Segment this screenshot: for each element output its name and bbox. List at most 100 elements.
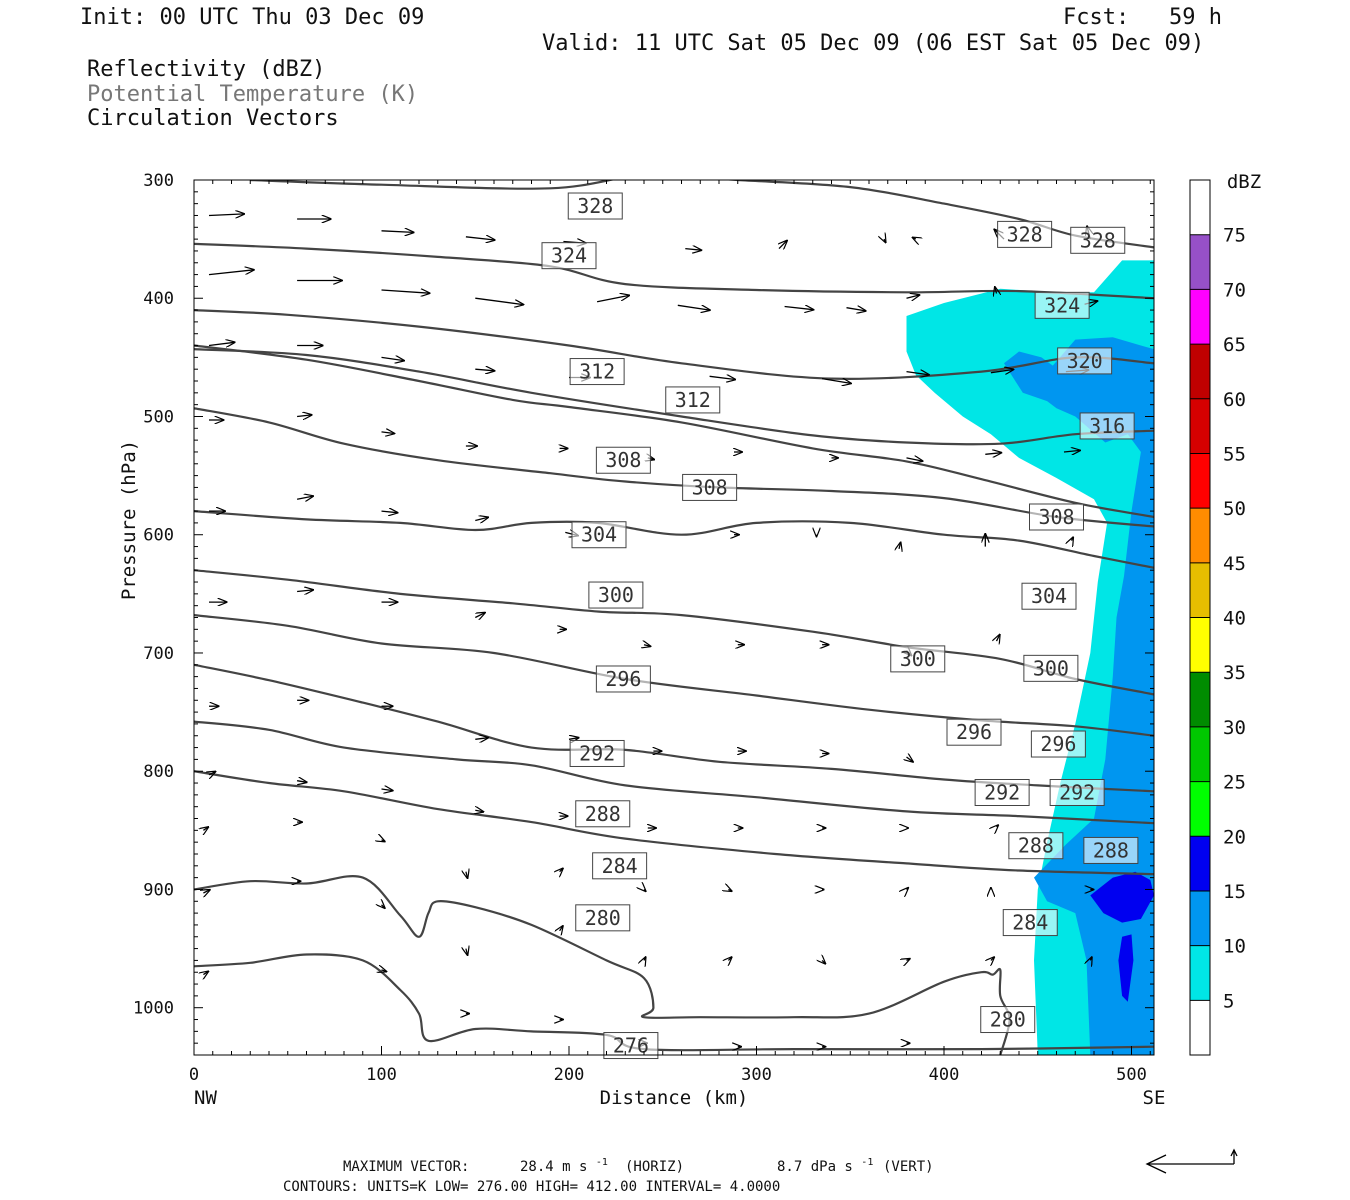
circulation-vector: [907, 888, 909, 890]
svg-text:288: 288: [1018, 834, 1054, 858]
contour-label-296: 296: [946, 718, 1002, 746]
contour-label-300: 300: [588, 581, 644, 609]
endpoint-nw: NW: [194, 1087, 217, 1109]
circulation-vector: [560, 926, 563, 931]
theta-contour-292: [194, 663, 1154, 793]
x-tick-label: 400: [929, 1065, 960, 1085]
reflectivity-15-dbz-area: [1118, 934, 1134, 1002]
svg-text:308: 308: [605, 448, 641, 472]
colorbar-tick-label: 70: [1223, 279, 1246, 301]
circulation-vector: [382, 840, 385, 842]
circulation-vector: [381, 432, 395, 434]
contour-label-312: 312: [665, 386, 721, 414]
contour-label-304: 304: [1021, 582, 1077, 610]
forecast-hour: Fcst: 59 h: [1063, 5, 1222, 30]
circulation-vector: [381, 231, 414, 233]
svg-text:284: 284: [1012, 911, 1048, 935]
circulation-vector: [822, 960, 825, 963]
colorbar-segment: [1190, 453, 1210, 509]
contour-label-280: 280: [980, 1006, 1036, 1034]
circulation-vector: [466, 949, 468, 955]
x-tick-label: 300: [741, 1065, 772, 1085]
circulation-vector: [475, 297, 523, 304]
svg-text:328: 328: [577, 194, 613, 218]
theta-contour-308: [194, 407, 1154, 528]
y-tick-label: 300: [143, 171, 174, 191]
circulation-vector: [907, 757, 913, 762]
circulation-vector: [997, 825, 999, 827]
circulation-vector: [560, 869, 563, 872]
colorbar-tick-label: 45: [1223, 553, 1246, 575]
contour-label-288: 288: [575, 800, 631, 828]
svg-text:304: 304: [1031, 584, 1067, 608]
svg-text:300: 300: [900, 647, 936, 671]
contour-label-328: 328: [567, 192, 623, 220]
contours-info: CONTOURS: UNITS=K LOW= 276.00 HIGH= 412.…: [283, 1179, 780, 1195]
circulation-vector: [297, 590, 313, 592]
colorbar-segment: [1190, 726, 1210, 782]
contour-label-288: 288: [1008, 832, 1064, 860]
field-reflectivity-label: Reflectivity (dBZ): [87, 57, 326, 82]
axes: 0 100 200 300 400 500 300 400 500 600 700 800 900 100…: [133, 171, 1154, 1085]
svg-text:296: 296: [605, 667, 641, 691]
circulation-vector: [203, 890, 209, 893]
circulation-vector: [728, 957, 731, 960]
svg-text:316: 316: [1089, 414, 1125, 438]
circulation-vector: [906, 372, 929, 375]
colorbar-segment: [1190, 890, 1210, 946]
field-potential-temperature-label: Potential Temperature (K): [87, 82, 419, 107]
circulation-vector: [644, 957, 646, 960]
contour-label-296: 296: [1030, 730, 1086, 758]
contour-label-320: 320: [1057, 347, 1113, 375]
contour-label-292: 292: [974, 779, 1030, 806]
y-tick-label: 900: [143, 880, 174, 900]
circulation-vector: [568, 738, 579, 740]
y-tick-label: 400: [143, 289, 174, 309]
contour-label-296: 296: [595, 665, 651, 693]
endpoint-se: SE: [1143, 1087, 1166, 1109]
colorbar-segment: [1190, 672, 1210, 727]
contour-label-284: 284: [592, 852, 648, 880]
svg-text:324: 324: [551, 244, 587, 268]
theta-contour-280: [194, 875, 1011, 1055]
colorbar-tick-label: 55: [1223, 443, 1246, 465]
theta-contour-312: [194, 344, 1154, 519]
svg-text:284: 284: [602, 854, 638, 878]
colorbar-tick-label: 25: [1223, 772, 1246, 794]
circulation-vector: [997, 635, 1000, 641]
colorbar-tick-label: 60: [1223, 389, 1246, 411]
svg-text:304: 304: [581, 523, 617, 547]
circulation-vector: [465, 237, 495, 240]
theta-contour-316: [194, 348, 1154, 446]
circulation-vector: [475, 738, 488, 740]
theta-contour-284: [194, 770, 1154, 876]
circulation-vector: [685, 249, 701, 251]
contour-label-316: 316: [1079, 412, 1135, 440]
svg-text:308: 308: [1038, 505, 1074, 529]
colorbar-tick-label: 5: [1223, 990, 1234, 1012]
contour-label-312: 312: [569, 358, 625, 386]
max-vector-line: MAXIMUM VECTOR: 28.4 m s -1 (HORIZ) 8.7 …: [343, 1153, 934, 1175]
theta-contour-304: [194, 510, 1154, 569]
svg-text:300: 300: [1033, 656, 1069, 680]
colorbar-segment: [1190, 398, 1210, 454]
circulation-vector: [906, 458, 923, 461]
contour-label-324: 324: [541, 242, 597, 270]
contour-label-308: 308: [682, 473, 738, 501]
svg-text:280: 280: [990, 1008, 1026, 1032]
y-tick-label: 600: [143, 526, 174, 546]
reflectivity-10-dbz-area: [1004, 337, 1154, 1055]
svg-text:288: 288: [1093, 838, 1129, 862]
circulation-vector: [985, 453, 1001, 455]
theta-contour-300: [194, 569, 1154, 696]
svg-text:328: 328: [1007, 222, 1043, 246]
x-axis-title: Distance (km): [600, 1087, 749, 1109]
theta-contour-276: [194, 953, 1154, 1052]
circulation-vector: [913, 238, 916, 240]
colorbar-tick-label: 35: [1223, 662, 1246, 684]
contour-label-308: 308: [595, 446, 651, 474]
circulation-vector: [779, 241, 787, 249]
contour-label-328: 328: [997, 220, 1053, 248]
svg-text:308: 308: [692, 475, 728, 499]
circulation-vector: [677, 304, 710, 310]
